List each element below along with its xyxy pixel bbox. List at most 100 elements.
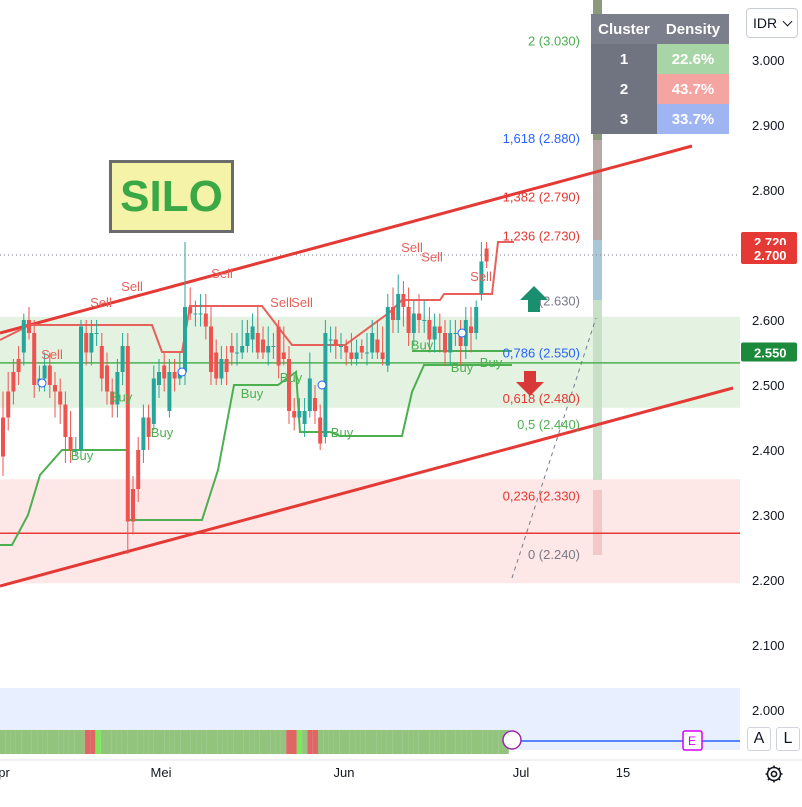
fib-level-label: 0 (2.240) <box>528 547 580 562</box>
currency-label: IDR <box>753 15 778 31</box>
fib-level-label: 0,236 (2.330) <box>503 489 580 504</box>
timeline-cell <box>206 730 212 754</box>
timeline-cell <box>26 730 32 754</box>
candle-body <box>375 339 380 353</box>
sell-signal: Sell <box>421 250 443 265</box>
timeline-cell <box>365 730 371 754</box>
candle-body <box>474 307 479 333</box>
timeline-cell <box>376 730 382 754</box>
sell-signal: Sell <box>211 266 233 281</box>
candle-body <box>125 346 130 522</box>
candle-body <box>292 411 297 418</box>
timeline-cell <box>222 730 228 754</box>
timeline-cell <box>233 730 239 754</box>
timeline-cell <box>212 730 218 754</box>
candle-body <box>396 294 401 320</box>
timeline-cell <box>371 730 377 754</box>
candle-body <box>453 333 458 334</box>
candle-body <box>94 333 99 334</box>
marker-circle <box>37 378 47 388</box>
candle-body <box>105 365 109 392</box>
x-tick-label: 15 <box>616 765 630 780</box>
timeline-cell <box>201 730 207 754</box>
x-tick-label: Jun <box>334 765 355 780</box>
candle-body <box>120 346 125 372</box>
candle-body <box>16 359 21 372</box>
timeline-cell <box>42 730 48 754</box>
timeline-cell <box>424 730 430 754</box>
timeline-cell <box>296 730 303 754</box>
gear-icon[interactable] <box>764 764 784 784</box>
candle-body <box>458 333 463 346</box>
candle-body <box>401 294 406 307</box>
cluster-id: 3 <box>591 104 657 134</box>
candle-body <box>73 450 78 451</box>
timeline-cell <box>312 730 318 754</box>
log-scale-button[interactable]: L <box>776 727 800 751</box>
resistance-trail-line <box>0 241 514 353</box>
candle-body <box>297 411 302 418</box>
candle-body <box>146 417 151 437</box>
timeline-cell <box>31 730 38 754</box>
demand-zone <box>0 479 740 584</box>
candle-body <box>245 333 250 346</box>
candle-body <box>391 307 395 320</box>
cluster-header: Cluster <box>591 14 657 44</box>
fib-level-label: 2 (3.030) <box>528 34 580 49</box>
timeline-cell <box>392 730 398 754</box>
candle-body <box>318 417 323 444</box>
log-scale-label: L <box>783 730 793 747</box>
timeline-cell <box>265 730 271 754</box>
marker-circle <box>177 367 187 377</box>
timeline-cell <box>307 730 313 754</box>
timeline-cell <box>477 730 483 754</box>
timeline-cell <box>137 730 144 754</box>
y-tick-label: 2.800 <box>752 183 785 198</box>
marker-circle <box>317 380 327 390</box>
timeline-cell <box>111 730 117 754</box>
candle-body <box>99 346 104 379</box>
candle-body <box>151 378 156 424</box>
candle-body <box>58 391 63 405</box>
candle-body <box>380 352 385 359</box>
timeline-cell <box>455 730 462 754</box>
profile-bar <box>593 300 602 480</box>
price-label-bg <box>741 342 797 362</box>
sell-signal: Sell <box>41 347 63 362</box>
candle-body <box>193 313 198 315</box>
auto-scale-button[interactable]: A <box>747 727 771 751</box>
timeline-cell <box>355 730 361 754</box>
candle-body <box>21 320 26 353</box>
profile-bar <box>593 140 602 240</box>
timeline-cell <box>280 730 287 754</box>
candle-body <box>406 307 411 333</box>
timeline-cell <box>95 730 101 754</box>
candle-body <box>469 326 473 333</box>
candle-body <box>32 333 37 385</box>
candle-body <box>188 307 193 314</box>
candle-body <box>183 307 187 372</box>
timeline-cell <box>275 730 281 754</box>
candle-body <box>198 313 203 315</box>
y-tick-label: 2.500 <box>752 378 785 393</box>
buy-signal: Buy <box>411 337 434 352</box>
candle-body <box>53 385 57 392</box>
candle-body <box>110 391 115 405</box>
buy-signal: Buy <box>280 370 303 385</box>
timeline-cell <box>132 730 138 754</box>
candle-body <box>250 326 255 340</box>
profile-bar <box>593 490 602 555</box>
candle-body <box>141 417 146 450</box>
timeline-cell <box>328 730 334 754</box>
timeline-cell <box>74 730 80 754</box>
timeline-cell <box>259 730 265 754</box>
timeline-cell <box>413 730 419 754</box>
currency-selector[interactable]: IDR <box>746 8 798 38</box>
candle-body <box>479 261 484 294</box>
timeline-cell <box>461 730 467 754</box>
timeline-cell <box>37 730 43 754</box>
timeline-cell <box>323 730 329 754</box>
timeline-cell <box>487 730 493 754</box>
timeline-cell <box>498 730 504 754</box>
